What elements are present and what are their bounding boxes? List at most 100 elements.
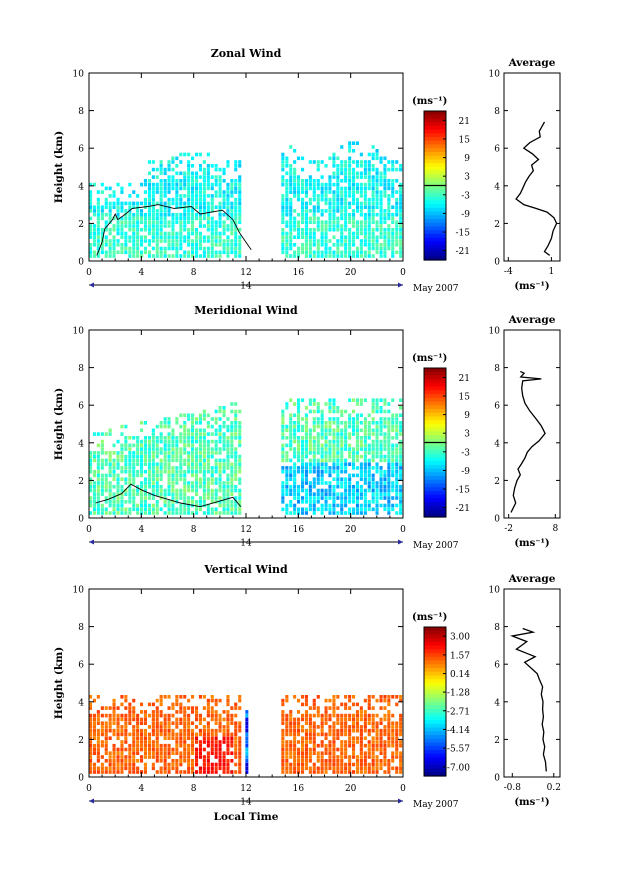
colorbar-swatch xyxy=(424,375,446,380)
avg-y-tick-label: 6 xyxy=(494,661,500,671)
colorbar-swatch xyxy=(424,401,446,406)
colorbar-swatch xyxy=(424,129,446,134)
panel-title: Meridional Wind xyxy=(194,304,298,317)
colorbar-swatch xyxy=(424,226,446,231)
colorbar-swatch xyxy=(424,487,446,492)
panel-title: Zonal Wind xyxy=(211,47,282,60)
day-label: 14 xyxy=(240,282,252,292)
colorbar-swatch xyxy=(424,682,446,688)
colorbar-swatch xyxy=(424,207,446,213)
colorbar-tick-label: -1.28 xyxy=(447,689,470,699)
colorbar-swatch xyxy=(424,686,446,691)
colorbar-swatch xyxy=(424,772,446,777)
colorbar-swatch xyxy=(424,690,446,695)
colorbar-swatch xyxy=(424,140,446,146)
avg-y-tick-label: 10 xyxy=(489,327,501,337)
colorbar-tick-label: -4.14 xyxy=(447,726,470,736)
colorbar-swatch xyxy=(424,371,446,376)
avg-y-tick-label: 6 xyxy=(494,402,500,412)
avg-profile-line xyxy=(515,121,558,256)
colorbar-swatch xyxy=(424,230,446,235)
day-bar-arrow-left xyxy=(89,798,94,804)
colorbar-swatch xyxy=(424,479,446,485)
colorbar-swatch xyxy=(424,405,446,410)
colorbar-swatch xyxy=(424,174,446,179)
colorbar-swatch xyxy=(424,749,446,755)
colorbar-swatch xyxy=(424,237,446,242)
colorbar-swatch xyxy=(424,416,446,421)
avg-title: Average xyxy=(508,314,556,326)
colorbar-tick-label: 21 xyxy=(459,374,470,384)
colorbar-swatch xyxy=(424,446,446,451)
colorbar-swatch xyxy=(424,697,446,703)
colorbar-swatch xyxy=(424,746,446,751)
colorbar-swatch xyxy=(424,196,446,201)
colorbar-swatch xyxy=(424,694,446,699)
colorbar-unit: (ms⁻¹) xyxy=(412,353,447,364)
colorbar-tick-label: -9 xyxy=(461,467,470,477)
colorbar-swatch xyxy=(424,178,446,183)
colorbar-tick-label: 3 xyxy=(464,173,470,183)
colorbar-swatch xyxy=(424,679,446,684)
avg-y-tick-label: 8 xyxy=(494,623,500,633)
colorbar-swatch xyxy=(424,753,446,758)
x-tick-label: 0 xyxy=(400,784,406,794)
x-tick-label: 4 xyxy=(138,784,144,794)
y-tick-label: 10 xyxy=(73,70,85,80)
avg-y-tick-label: 4 xyxy=(494,439,500,449)
colorbar-swatch xyxy=(424,653,446,658)
avg-x-label: (ms⁻¹) xyxy=(514,538,549,549)
x-tick-label: 0 xyxy=(400,268,406,278)
colorbar-swatch xyxy=(424,742,446,747)
y-tick-label: 4 xyxy=(78,182,84,192)
y-axis-label: Height (km) xyxy=(53,647,65,719)
colorbar-swatch xyxy=(424,649,446,654)
avg-y-tick-label: 0 xyxy=(494,774,500,784)
colorbar-swatch xyxy=(424,215,446,220)
avg-x-label: (ms⁻¹) xyxy=(514,281,549,292)
y-tick-label: 4 xyxy=(78,439,84,449)
colorbar-swatch xyxy=(424,630,446,635)
heatmap-cells xyxy=(89,398,403,515)
colorbar-swatch xyxy=(424,438,446,444)
avg-title: Average xyxy=(508,57,556,69)
colorbar-tick-label: -21 xyxy=(456,247,471,257)
colorbar-swatch xyxy=(424,505,446,511)
panel-2: Meridional Wind 0 2 4 6 8 10 Height (km) 0 4 8 12 16… xyxy=(53,304,561,551)
colorbar-tick-label: -9 xyxy=(461,210,470,220)
colorbar-swatch xyxy=(424,675,446,680)
avg-y-tick-label: 0 xyxy=(494,515,500,525)
x-tick-label: 20 xyxy=(345,525,357,535)
colorbar-swatch xyxy=(424,386,446,391)
colorbar-tick-label: -21 xyxy=(456,504,471,514)
avg-x-tick-label: -0.8 xyxy=(504,783,522,793)
colorbar-swatch xyxy=(424,118,446,123)
x-tick-label: 16 xyxy=(293,784,305,794)
avg-frame xyxy=(503,588,561,778)
month-label: May 2007 xyxy=(413,800,459,810)
colorbar-swatch xyxy=(424,256,446,261)
y-tick-label: 2 xyxy=(78,736,84,746)
colorbar-tick-label: -5.57 xyxy=(447,745,470,755)
avg-frame xyxy=(503,329,561,519)
colorbar-swatch xyxy=(424,192,446,198)
colorbar-swatch xyxy=(424,170,446,175)
colorbar-swatch xyxy=(424,457,446,462)
colorbar-swatch xyxy=(424,189,446,194)
colorbar-swatch xyxy=(424,412,446,417)
colorbar-swatch xyxy=(424,144,446,149)
avg-profile-line xyxy=(509,627,547,772)
colorbar-swatch xyxy=(424,509,446,514)
colorbar-tick-label: 9 xyxy=(464,154,470,164)
colorbar-swatch xyxy=(424,712,446,717)
colorbar-swatch xyxy=(424,761,446,766)
colorbar-swatch xyxy=(424,148,446,153)
colorbar-swatch xyxy=(424,427,446,432)
colorbar-swatch xyxy=(424,461,446,466)
colorbar-swatch xyxy=(424,476,446,481)
colorbar-swatch xyxy=(424,181,446,187)
x-tick-label: 8 xyxy=(191,268,197,278)
colorbar-swatch xyxy=(424,705,446,710)
x-tick-label: 12 xyxy=(240,268,251,278)
day-bar-arrow-right xyxy=(398,282,403,288)
